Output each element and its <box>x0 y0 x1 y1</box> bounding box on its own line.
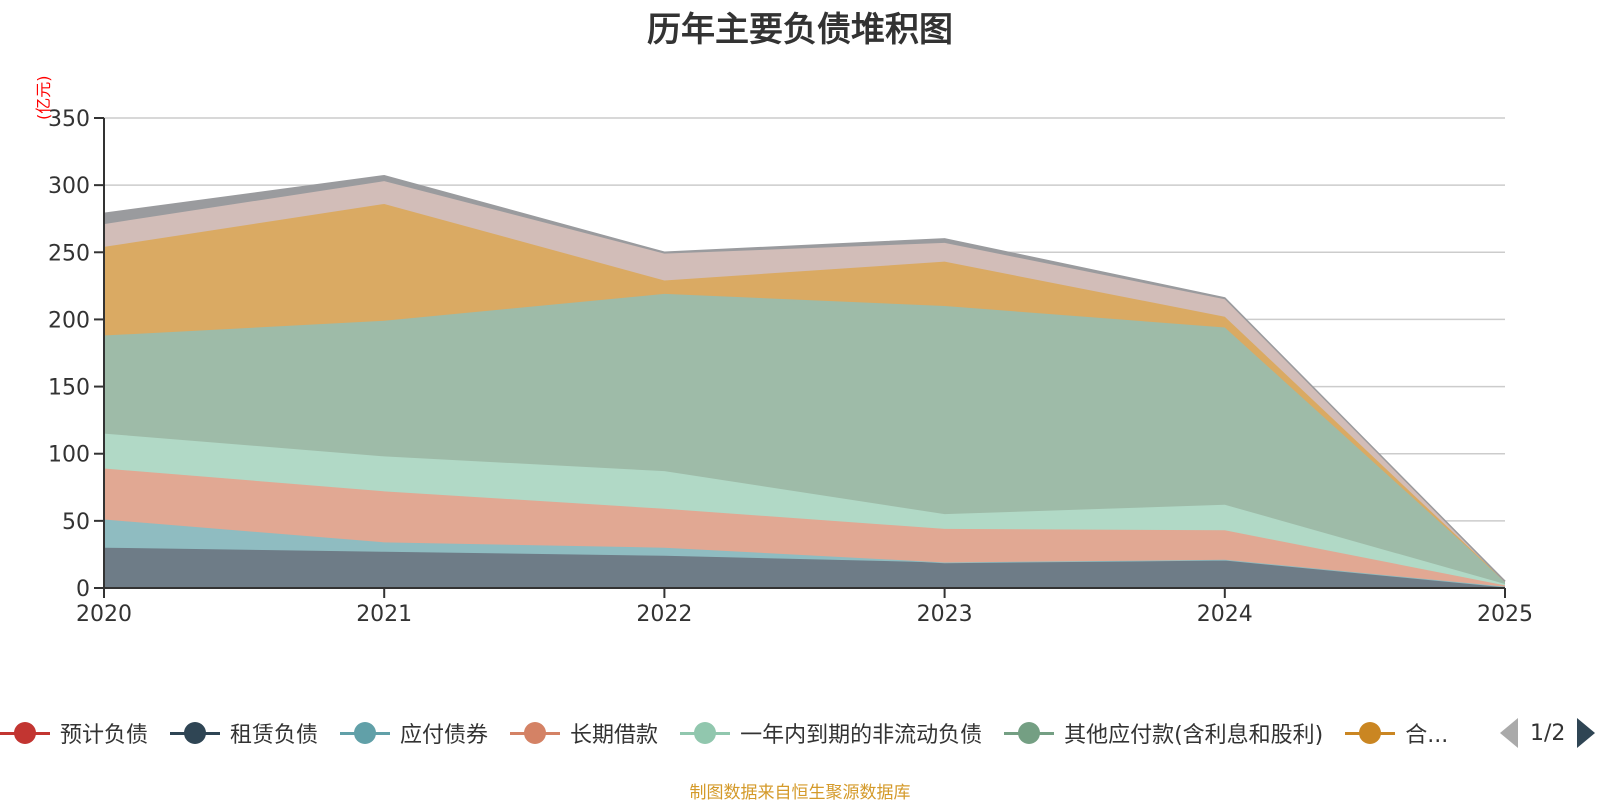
area-1 <box>104 547 1505 588</box>
legend-marker-icon <box>170 721 221 745</box>
x-tick-label: 2020 <box>76 602 132 627</box>
series-line-6 <box>103 203 1506 582</box>
area-series <box>103 174 1506 589</box>
area-4 <box>104 433 1505 586</box>
area-5 <box>104 293 1505 584</box>
series-line-8 <box>103 174 1506 582</box>
legend-item[interactable]: 合... <box>1345 717 1448 749</box>
legend-label: 一年内到期的非流动负债 <box>740 723 983 748</box>
legend-prev-page-icon[interactable] <box>1500 718 1518 748</box>
x-tick-label: 2022 <box>636 602 692 627</box>
legend-marker-icon <box>0 721 50 745</box>
legend-label: 其他应付款(含利息和股利) <box>1064 723 1324 748</box>
axes: 0 50 100 150 200 250 300 350 2020 2021 2022 2023 202… <box>48 107 1533 627</box>
legend-marker-icon <box>680 721 731 745</box>
legend-marker-icon <box>1004 721 1055 745</box>
legend-page-indicator: 1/2 <box>1530 720 1566 746</box>
legend-label: 应付债券 <box>400 723 489 748</box>
legend-item[interactable]: 一年内到期的非流动负债 <box>680 717 982 749</box>
area-3 <box>104 468 1505 587</box>
y-tick-label: 0 <box>76 577 90 602</box>
legend-marker-icon <box>340 721 391 745</box>
legend-label: 合... <box>1405 723 1449 748</box>
area-6 <box>104 203 1505 582</box>
area-chart: 0 50 100 150 200 250 300 350 2020 2021 2022 2023 202… <box>48 107 1533 627</box>
legend-item[interactable]: 其他应付款(含利息和股利) <box>1004 717 1323 749</box>
y-tick-label: 300 <box>48 174 90 199</box>
y-tick-label: 250 <box>48 241 90 266</box>
legend-marker-icon <box>510 721 561 745</box>
y-tick-label: 350 <box>48 107 90 132</box>
legend-pager: 1/2 <box>1500 718 1596 748</box>
legend-item[interactable]: 长期借款 <box>510 717 658 749</box>
y-tick-label: 50 <box>62 510 90 535</box>
legend-item[interactable]: 预计负债 <box>0 717 148 749</box>
legend-label: 长期借款 <box>570 723 659 748</box>
data-source-note: 制图数据来自恒生聚源数据库 <box>689 783 911 803</box>
area-7 <box>104 181 1505 582</box>
x-tick-label: 2021 <box>356 602 412 627</box>
legend-label: 租赁负债 <box>230 723 319 748</box>
y-tick-label: 100 <box>48 443 90 468</box>
x-tick-label: 2025 <box>1477 602 1533 627</box>
x-tick-label: 2023 <box>917 602 973 627</box>
chart-title: 历年主要负债堆积图 <box>647 10 953 50</box>
legend-marker-icon <box>1345 721 1396 745</box>
y-axis-unit-label: (亿元) <box>34 75 53 121</box>
legend-next-page-icon[interactable] <box>1577 718 1596 748</box>
legend-item[interactable]: 应付债券 <box>340 717 488 749</box>
legend-label: 预计负债 <box>60 723 149 748</box>
x-tick-label: 2024 <box>1197 602 1253 627</box>
legend: 预计负债 租赁负债 应付债券 长期借款 一年内到期的非流动负债 其他应付款(含利息和股利)… <box>0 715 1500 751</box>
y-tick-label: 150 <box>48 376 90 401</box>
legend-item[interactable]: 租赁负债 <box>170 717 318 749</box>
y-tick-label: 200 <box>48 308 90 333</box>
